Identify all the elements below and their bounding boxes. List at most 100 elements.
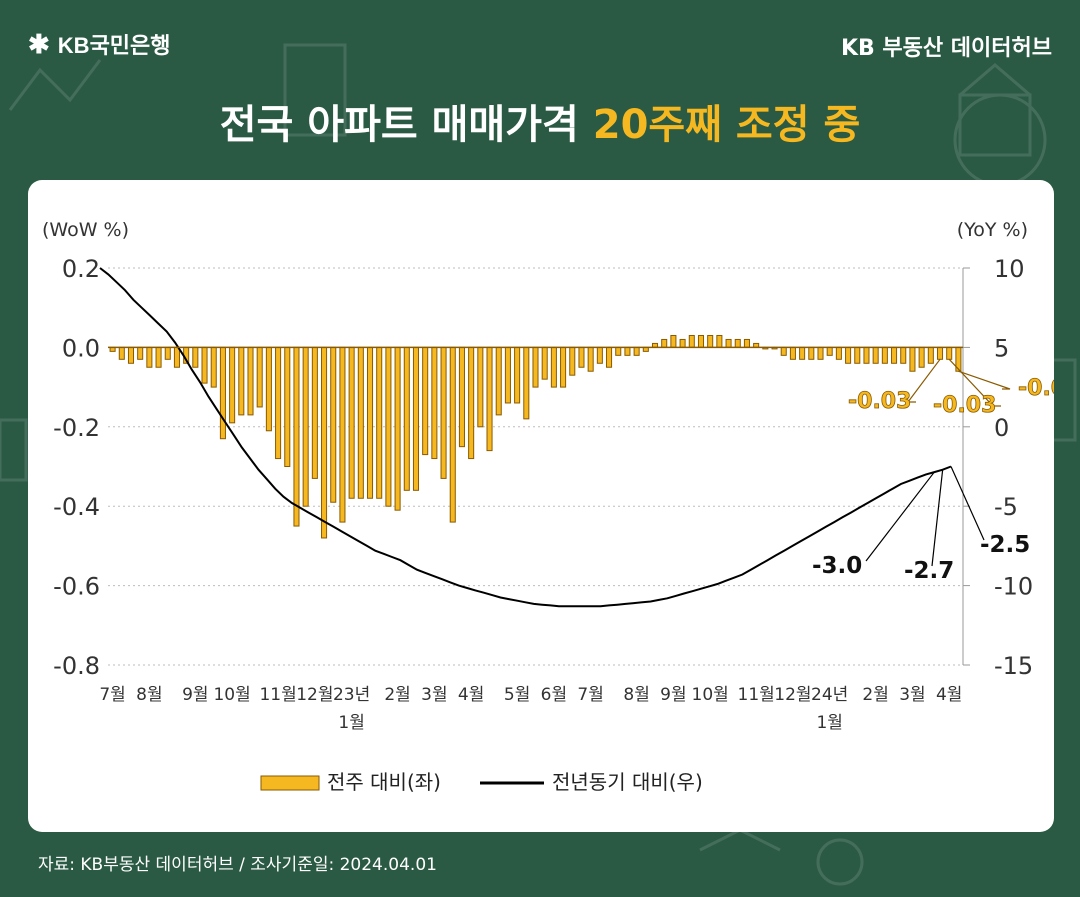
x-tick-label: 2월 <box>384 685 410 705</box>
bar-wow <box>587 346 594 372</box>
x-tick-label: 12월 <box>774 685 811 705</box>
bar-wow <box>550 346 557 388</box>
bar-wow <box>909 346 916 372</box>
bar-wow <box>440 346 447 479</box>
bar-wow <box>845 346 852 364</box>
x-tick-label: 2월 <box>862 685 888 705</box>
callout-line <box>958 370 1011 390</box>
left-tick-label: 0.0 <box>62 334 100 362</box>
bar-wow <box>854 346 861 364</box>
x-tick-label: 10월 <box>213 685 250 705</box>
bar-wow <box>403 346 410 491</box>
bar-wow <box>817 346 824 360</box>
x-tick-label: 9월 <box>660 685 686 705</box>
line-value-label: -2.5 <box>980 532 1030 558</box>
bar-wow <box>201 346 208 384</box>
callout-line <box>865 471 935 562</box>
callout-line <box>950 466 985 541</box>
bar-wow <box>789 346 796 360</box>
chart-svg: 0.2 0.0 -0.2 -0.4 -0.6 -0.8 10 5 0 -5 -10 -15 (WoW %… <box>42 219 1080 794</box>
left-tick-label: -0.8 <box>53 652 100 680</box>
left-axis-label: (WoW %) <box>42 219 129 241</box>
bar-wow <box>881 346 888 364</box>
x-tick-label: 6월 <box>541 685 567 705</box>
right-tick-label: 5 <box>994 334 1009 362</box>
chart-card: 0.2 0.0 -0.2 -0.4 -0.6 -0.8 10 5 0 -5 -10 -15 (WoW %… <box>28 180 1080 832</box>
bar-wow <box>458 346 465 448</box>
left-tick-label: -0.4 <box>53 493 100 521</box>
bar-wow <box>265 346 272 432</box>
x-tick-label: 8월 <box>623 685 649 705</box>
bar-wow <box>210 346 217 388</box>
line-value-label: -3.0 <box>812 553 862 579</box>
bar-value-label: -0.06 <box>1018 376 1054 401</box>
line-yoy <box>99 267 952 608</box>
x-tick-label: 9월 <box>182 685 208 705</box>
x-tick-label: 3월 <box>899 685 925 705</box>
page-title: 전국 아파트 매매가격 20주째 조정 중 <box>0 92 1080 150</box>
bar-wow <box>716 334 723 348</box>
right-tick-label: 10 <box>994 255 1025 283</box>
bar-wow <box>835 346 842 360</box>
right-tick-label: 0 <box>994 414 1009 442</box>
bar-wow <box>495 346 502 416</box>
bar-wow <box>431 346 438 460</box>
x-tick-label: 4월 <box>458 685 484 705</box>
bar-wow <box>330 346 337 503</box>
bar-wow <box>311 346 318 479</box>
bar-wow <box>302 346 309 507</box>
bar-wow <box>468 346 475 460</box>
bar-wow <box>146 346 153 368</box>
bar-wow <box>422 346 429 456</box>
left-tick-label: 0.2 <box>62 255 100 283</box>
bar-wow <box>275 346 282 460</box>
x-tick-label: 4월 <box>936 685 962 705</box>
x-tick-label: 7월 <box>577 685 603 705</box>
bar-wow <box>127 346 135 364</box>
bar-wow <box>808 346 815 360</box>
bar-wow <box>872 346 879 364</box>
x-tick-label: 8월 <box>136 685 162 705</box>
bar-wow <box>688 334 695 348</box>
bar-wow <box>532 346 539 388</box>
bar-value-label: -0.03 <box>933 393 996 418</box>
bar-wow <box>118 346 125 360</box>
bar-wow <box>734 338 741 348</box>
bar-wow <box>164 346 171 360</box>
bar-wow <box>348 346 355 499</box>
bar-wow <box>247 346 254 416</box>
bar-wow <box>918 346 925 368</box>
bar-wow <box>376 346 383 499</box>
bar-wow <box>385 346 392 507</box>
bar-wow <box>256 346 263 408</box>
bar-wow <box>137 346 144 360</box>
bar-wow <box>578 346 585 368</box>
bar-wow <box>670 334 677 348</box>
bar-wow <box>366 346 374 499</box>
bar-wow <box>615 346 622 356</box>
bar-wow <box>339 346 346 523</box>
x-tick-label: 3월 <box>421 685 447 705</box>
bar-wow <box>486 346 493 452</box>
bar-wow <box>927 346 934 364</box>
callout-line <box>948 358 1001 407</box>
x-tick-label-sub: 1월 <box>816 713 842 733</box>
bar-wow <box>449 346 456 523</box>
bar-value-label: -0.03 <box>848 389 911 414</box>
bar-wow <box>504 346 511 404</box>
bar-wow <box>863 346 870 364</box>
x-tick-label: 24년 <box>811 685 848 705</box>
callout-line <box>931 469 944 567</box>
x-tick-label-sub: 1월 <box>338 713 364 733</box>
bar-wow <box>624 346 631 356</box>
bar-wow <box>780 346 787 356</box>
bar-wow <box>523 346 530 420</box>
title-main: 전국 아파트 매매가격 <box>219 102 593 148</box>
x-tick-label: 11월 <box>259 685 296 705</box>
bar-wow <box>633 346 640 356</box>
line-value-label: -2.7 <box>904 558 954 584</box>
bar-wow <box>799 346 806 360</box>
bar-wow <box>946 346 953 360</box>
bar-wow <box>192 346 199 368</box>
